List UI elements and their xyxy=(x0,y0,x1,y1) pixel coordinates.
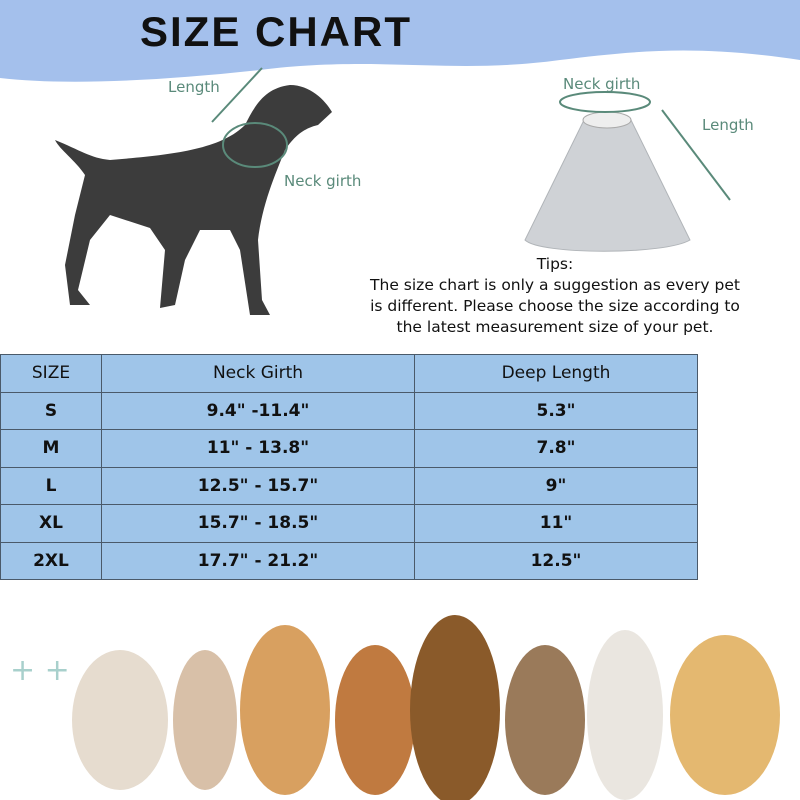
table-row: XL 15.7" - 18.5" 11" xyxy=(0,504,698,543)
cone-icon xyxy=(524,117,691,252)
size-table: SIZE Neck Girth Deep Length S 9.4" -11.4"… xyxy=(0,354,698,580)
header-size: SIZE xyxy=(0,354,102,393)
cell: 2XL xyxy=(0,541,102,580)
cone-neck-girth-marker xyxy=(559,91,651,113)
tips: Tips: The size chart is only a suggestio… xyxy=(340,254,770,338)
table-row: M 11" - 13.8" 7.8" xyxy=(0,429,698,468)
cell: 12.5" - 15.7" xyxy=(100,466,416,505)
dog-neck-girth-marker xyxy=(222,122,288,168)
cell: S xyxy=(0,391,102,430)
tips-line: is different. Please choose the size acc… xyxy=(370,297,740,315)
cell: 9.4" -11.4" xyxy=(100,391,416,430)
svg-text:+ +: + + xyxy=(10,653,70,688)
tips-line: the latest measurement size of your pet. xyxy=(396,318,714,336)
cell: 5.3" xyxy=(414,391,698,430)
dog-length-arrow xyxy=(211,67,263,123)
table-row: L 12.5" - 15.7" 9" xyxy=(0,466,698,505)
table-row: 2XL 17.7" - 21.2" 12.5" xyxy=(0,541,698,580)
cone-neck-girth-label: Neck girth xyxy=(563,75,641,93)
dog-length-label: Length xyxy=(168,78,220,96)
header-wave xyxy=(0,0,800,82)
tips-heading: Tips: xyxy=(536,255,574,273)
dog-neck-girth-label: Neck girth xyxy=(284,172,362,190)
tips-line: The size chart is only a suggestion as e… xyxy=(370,276,740,294)
cell: 17.7" - 21.2" xyxy=(100,541,416,580)
cone-length-label: Length xyxy=(702,116,754,134)
cell: 7.8" xyxy=(414,429,698,468)
cell: 12.5" xyxy=(414,541,698,580)
cone-length-arrow xyxy=(661,109,731,201)
cell: M xyxy=(0,429,102,468)
header-deep-length: Deep Length xyxy=(414,354,698,393)
cell: 15.7" - 18.5" xyxy=(100,504,416,543)
table-header-row: SIZE Neck Girth Deep Length xyxy=(0,354,698,393)
page-title: SIZE CHART xyxy=(140,8,412,55)
dog-silhouette xyxy=(55,85,332,315)
cell: 9" xyxy=(414,466,698,505)
cell: 11" - 13.8" xyxy=(100,429,416,468)
header-neck-girth: Neck Girth xyxy=(100,354,416,393)
dogs-row-photo: + + xyxy=(10,615,780,800)
cell: L xyxy=(0,466,102,505)
cell: 11" xyxy=(414,504,698,543)
table-row: S 9.4" -11.4" 5.3" xyxy=(0,391,698,430)
cell: XL xyxy=(0,504,102,543)
